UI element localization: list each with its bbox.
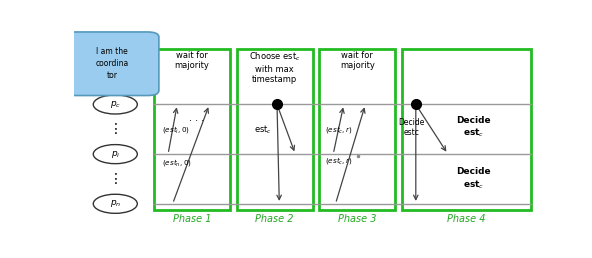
Text: est$_c$: est$_c$ [255, 123, 272, 135]
Text: $p_n$: $p_n$ [110, 198, 121, 209]
Bar [155, 49, 230, 210]
Text: Phase 4: Phase 4 [447, 214, 485, 224]
Text: Phase 2: Phase 2 [256, 214, 294, 224]
Circle shape [94, 144, 137, 164]
Circle shape [94, 95, 137, 114]
Text: $p_i$: $p_i$ [111, 149, 120, 160]
Text: I am the
coordina
tor: I am the coordina tor [95, 47, 128, 80]
Text: $(est_c,r)$: $(est_c,r)$ [326, 155, 353, 166]
Text: Choose est$_c$
with max
timestamp: Choose est$_c$ with max timestamp [249, 51, 301, 84]
Bar [237, 49, 313, 210]
Text: · · ·: · · · [189, 116, 205, 126]
Text: Phase 3: Phase 3 [338, 214, 377, 224]
Text: $(est_c,r)$: $(est_c,r)$ [326, 124, 353, 135]
Text: Decide
est$_c$: Decide est$_c$ [456, 167, 490, 191]
Text: $(est_i,0)$: $(est_i,0)$ [162, 124, 190, 135]
Text: ⋮: ⋮ [108, 172, 122, 186]
Bar [320, 49, 395, 210]
Text: Decide
estc: Decide estc [398, 118, 424, 137]
Text: $(est_n,0)$: $(est_n,0)$ [162, 157, 192, 168]
Bar [402, 49, 530, 210]
Text: wait for
majority: wait for majority [175, 51, 210, 70]
FancyBboxPatch shape [65, 32, 159, 95]
Text: wait for
majority: wait for majority [340, 51, 375, 70]
Text: $p_c$: $p_c$ [110, 99, 121, 110]
Text: ⋮: ⋮ [108, 122, 122, 136]
Text: Phase 1: Phase 1 [173, 214, 211, 224]
Circle shape [94, 194, 137, 213]
Text: Decide
est$_c$: Decide est$_c$ [456, 116, 490, 139]
